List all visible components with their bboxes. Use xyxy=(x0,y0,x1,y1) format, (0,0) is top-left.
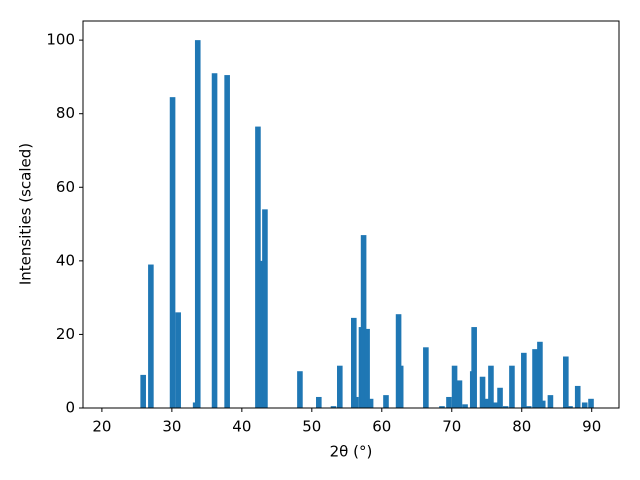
bar xyxy=(395,314,402,408)
bar xyxy=(297,371,303,408)
bar xyxy=(148,264,154,408)
x-tick-label: 90 xyxy=(582,418,601,436)
bar xyxy=(316,396,322,408)
bar xyxy=(539,400,546,408)
bar xyxy=(484,398,491,408)
bar xyxy=(262,209,268,408)
bar xyxy=(581,402,588,408)
bar xyxy=(567,406,573,408)
bar xyxy=(397,365,404,408)
bar xyxy=(224,75,230,408)
bar xyxy=(456,380,463,408)
y-tick-label: 20 xyxy=(56,325,75,343)
x-tick-label: 40 xyxy=(232,418,251,436)
bar xyxy=(439,406,445,408)
bar xyxy=(488,365,494,408)
bar xyxy=(257,260,264,408)
bar xyxy=(169,97,176,409)
x-tick-label: 70 xyxy=(442,418,461,436)
bar xyxy=(423,347,429,408)
bar xyxy=(330,406,337,408)
bar xyxy=(547,395,554,408)
y-tick-label: 0 xyxy=(65,399,75,417)
bar xyxy=(479,376,486,408)
bar xyxy=(462,404,468,408)
x-tick-label: 80 xyxy=(512,418,531,436)
bar xyxy=(211,73,218,408)
bar xyxy=(502,406,509,408)
x-tick-label: 60 xyxy=(372,418,391,436)
plot-frame xyxy=(82,20,620,409)
bar xyxy=(525,406,532,408)
bar xyxy=(353,396,359,408)
x-tick-label: 50 xyxy=(302,418,321,436)
x-axis-label: 2θ (°) xyxy=(330,443,373,461)
x-tick-label: 30 xyxy=(162,418,181,436)
x-tick-label: 20 xyxy=(92,418,111,436)
bar xyxy=(175,312,181,408)
bar xyxy=(364,328,370,408)
bar xyxy=(493,402,499,408)
y-axis-label: Intensities (scaled) xyxy=(17,143,35,285)
bar xyxy=(451,365,458,408)
bar xyxy=(140,374,146,408)
bar xyxy=(497,387,503,408)
bar xyxy=(588,398,594,408)
bar xyxy=(509,365,515,408)
bar xyxy=(383,395,389,408)
bar xyxy=(360,235,367,408)
bar xyxy=(367,398,374,408)
bar xyxy=(351,317,357,408)
bar xyxy=(446,396,452,408)
y-tick-label: 60 xyxy=(56,178,75,196)
bar xyxy=(532,349,538,408)
bar xyxy=(194,40,201,409)
y-tick-label: 80 xyxy=(56,104,75,122)
bar xyxy=(574,385,581,408)
y-tick-label: 40 xyxy=(56,251,75,269)
bar xyxy=(521,352,527,408)
y-tick-label: 100 xyxy=(46,31,75,49)
bar xyxy=(537,341,543,408)
bar xyxy=(563,356,569,408)
bar xyxy=(471,327,477,408)
bar xyxy=(337,365,343,408)
